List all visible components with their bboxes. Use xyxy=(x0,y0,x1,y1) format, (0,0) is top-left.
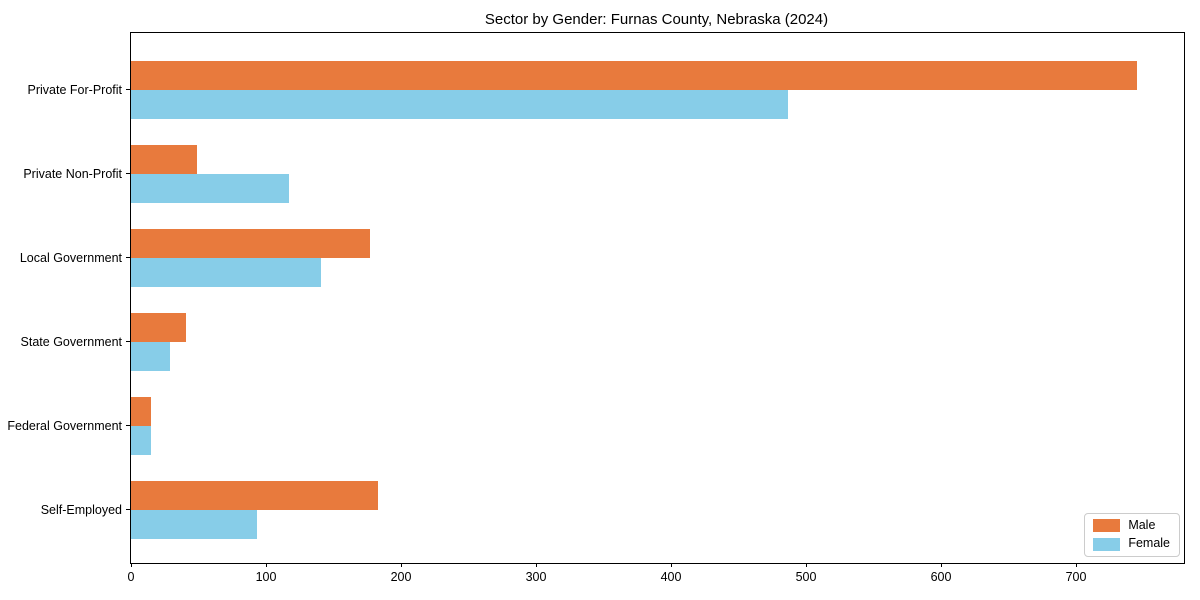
bar-male-self-employed xyxy=(131,480,379,510)
y-axis-category-label: State Government xyxy=(20,334,122,349)
x-axis-tick-label: 0 xyxy=(127,570,135,584)
x-axis-tick xyxy=(940,563,942,567)
x-axis-tick-label: 700 xyxy=(1065,570,1087,584)
x-axis-tick-label: 600 xyxy=(930,570,952,584)
y-axis-tick xyxy=(126,425,130,426)
y-axis-tick xyxy=(126,89,130,90)
y-axis-tick xyxy=(126,341,130,342)
x-axis-tick xyxy=(1075,563,1077,567)
x-axis-tick xyxy=(805,563,807,567)
y-axis-tick xyxy=(126,257,130,258)
x-axis-tick-label: 400 xyxy=(660,570,682,584)
y-axis-category-label: Federal Government xyxy=(7,418,122,433)
x-axis-tick-label: 500 xyxy=(795,570,817,584)
plot-area: Male Female 0 100 200 300 400 500 600 700 Privat… xyxy=(7,32,1185,584)
x-axis-tick-label: 100 xyxy=(255,570,277,584)
bar-female-self-employed xyxy=(131,509,257,539)
x-axis-tick xyxy=(400,563,402,567)
bar-male-private-for-profit xyxy=(131,60,1137,90)
legend-item-female: Female xyxy=(1093,536,1170,551)
x-axis-tick xyxy=(130,563,132,567)
female-series-swatch xyxy=(1093,537,1121,551)
bar-male-private-non-profit xyxy=(131,144,198,174)
y-axis-tick xyxy=(126,173,130,174)
bar-female-state-government xyxy=(131,341,171,371)
legend: Male Female xyxy=(1084,512,1180,557)
bar-female-private-for-profit xyxy=(131,89,789,119)
x-axis-tick-label: 200 xyxy=(390,570,412,584)
y-axis-category-label: Local Government xyxy=(19,250,122,265)
legend-label-female: Female xyxy=(1128,536,1170,551)
y-axis-category-label: Self-Employed xyxy=(40,502,122,517)
legend-label-male: Male xyxy=(1128,517,1156,532)
x-axis-tick xyxy=(265,563,267,567)
y-axis-tick xyxy=(126,509,130,510)
bar-male-local-government xyxy=(131,228,370,258)
bar-female-local-government xyxy=(131,257,322,287)
x-axis-tick-label: 300 xyxy=(525,570,547,584)
x-axis-tick xyxy=(670,563,672,567)
legend-item-male: Male xyxy=(1093,517,1170,533)
bar-female-private-non-profit xyxy=(131,173,289,203)
bar-male-state-government xyxy=(131,312,187,342)
chart-title: Sector by Gender: Furnas County, Nebrask… xyxy=(484,11,829,28)
male-series-swatch xyxy=(1093,518,1121,532)
bar-male-federal-government xyxy=(131,396,152,426)
y-axis-category-label: Private Non-Profit xyxy=(23,166,122,181)
y-axis-category-label: Private For-Profit xyxy=(27,82,122,97)
bar-female-federal-government xyxy=(131,425,152,455)
x-axis-tick xyxy=(535,563,537,567)
